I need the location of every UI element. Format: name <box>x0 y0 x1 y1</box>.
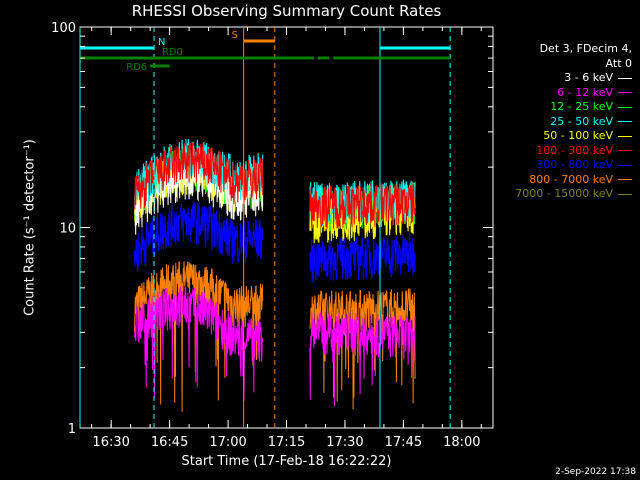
legend-entry-label: 300 - 800 keV <box>536 158 613 171</box>
legend-swatch <box>618 179 632 181</box>
legend-entry-9: 7000 - 15000 keV <box>482 187 632 202</box>
flag-label-rd6: RD6 <box>126 62 147 73</box>
x-tick-label-2: 16:45 <box>151 435 188 450</box>
flag-label-n: N <box>158 37 165 48</box>
legend-swatch <box>618 164 632 166</box>
trace-300-800-kev-1 <box>134 202 264 273</box>
legend-entry-label: 800 - 7000 keV <box>529 172 613 186</box>
legend-entry-label: 100 - 300 keV <box>536 143 613 157</box>
legend-header-line-2: Att 0 <box>605 56 632 70</box>
chart-title: RHESSI Observing Summary Count Rates <box>131 2 442 20</box>
flag-label-s: S <box>232 30 238 41</box>
x-axis-label: Start Time (17-Feb-18 16:22:22) <box>181 454 392 469</box>
legend-entry-2: 6 - 12 keV <box>482 86 632 101</box>
x-tick-label-6: 17:45 <box>385 435 422 450</box>
trace-100-300-kev-2 <box>309 182 416 230</box>
legend-entry-5: 50 - 100 keV <box>482 129 632 144</box>
y-tick-label-3: 100 <box>51 21 76 36</box>
trace-6-12-kev-1 <box>134 286 264 401</box>
legend-entry-label: 50 - 100 keV <box>543 129 613 142</box>
x-tick-label-1: 16:30 <box>92 435 129 450</box>
legend-entry-3: 12 - 25 keV <box>482 100 632 115</box>
legend-entry-1: 3 - 6 keV <box>482 71 632 86</box>
trace-300-800-kev-2 <box>309 233 416 283</box>
legend-entry-label: 7000 - 15000 keV <box>515 187 613 200</box>
legend-swatch <box>618 121 632 123</box>
legend-entry-7: 300 - 800 keV <box>482 158 632 173</box>
trace-6-12-kev-2 <box>309 311 416 407</box>
legend: Det 3, FDecim 4, Att 0 3 - 6 keV 6 - 12 k… <box>482 42 632 202</box>
legend-entry-6: 100 - 300 keV <box>482 144 632 159</box>
x-tick-label-3: 17:00 <box>209 435 246 450</box>
trace-800-7000-kev-2 <box>309 288 416 410</box>
legend-swatch <box>618 150 632 152</box>
legend-entry-4: 25 - 50 keV <box>482 115 632 130</box>
legend-header-line-1: Det 3, FDecim 4, <box>539 42 632 55</box>
legend-entry-label: 12 - 25 keV <box>550 100 613 113</box>
legend-swatch <box>618 135 632 137</box>
legend-swatch <box>618 106 632 108</box>
legend-entry-8: 800 - 7000 keV <box>482 173 632 188</box>
plot-frame <box>79 26 494 429</box>
x-tick-label-4: 17:15 <box>268 435 305 450</box>
x-tick-label-7: 18:00 <box>443 435 480 450</box>
trace-100-300-kev-1 <box>134 142 264 210</box>
timestamp: 2-Sep-2022 17:38 <box>555 467 636 477</box>
y-tick-label-1: 1 <box>68 422 76 437</box>
legend-entry-label: 6 - 12 keV <box>557 85 613 99</box>
legend-swatch <box>618 92 632 94</box>
flag-label-rd0: RD0 <box>162 47 183 58</box>
legend-entries: 3 - 6 keV 6 - 12 keV 12 - 25 keV 25 - 50 ke… <box>482 71 632 202</box>
legend-entry-label: 3 - 6 keV <box>564 71 613 84</box>
y-tick-label-2: 10 <box>59 222 76 237</box>
legend-entry-label: 25 - 50 keV <box>550 114 613 128</box>
legend-swatch <box>618 77 632 79</box>
legend-swatch <box>618 193 632 195</box>
y-axis-label: Count Rate (s⁻¹ detector⁻¹) <box>22 139 38 316</box>
x-tick-label-5: 17:30 <box>326 435 363 450</box>
